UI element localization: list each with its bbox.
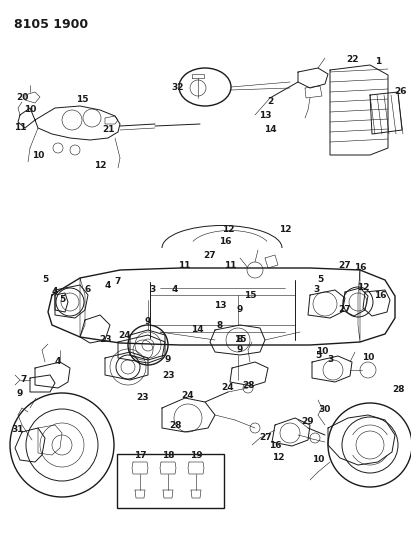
Text: 9: 9: [145, 318, 151, 327]
Text: 1: 1: [375, 58, 381, 67]
Text: 10: 10: [362, 353, 374, 362]
Text: 7: 7: [21, 376, 27, 384]
Text: 27: 27: [339, 305, 351, 314]
Text: 26: 26: [394, 87, 406, 96]
Text: 16: 16: [219, 238, 231, 246]
Text: 2: 2: [267, 98, 273, 107]
Text: 11: 11: [224, 261, 236, 270]
Text: 31: 31: [12, 425, 24, 434]
Text: 13: 13: [214, 301, 226, 310]
Text: 5: 5: [317, 276, 323, 285]
Text: 23: 23: [136, 393, 148, 402]
Text: 24: 24: [182, 391, 194, 400]
Text: 23: 23: [162, 370, 174, 379]
Text: 9: 9: [237, 305, 243, 314]
Text: 15: 15: [234, 335, 246, 344]
Text: 17: 17: [134, 451, 146, 461]
Text: 15: 15: [244, 290, 256, 300]
Text: 4: 4: [105, 280, 111, 289]
Text: 28: 28: [169, 421, 181, 430]
Text: 9: 9: [165, 356, 171, 365]
Text: 12: 12: [272, 454, 284, 463]
Text: 28: 28: [242, 381, 254, 390]
Text: 4: 4: [52, 287, 58, 296]
Text: 27: 27: [260, 433, 272, 442]
Text: 21: 21: [102, 125, 114, 134]
Text: 12: 12: [357, 284, 369, 293]
Text: 11: 11: [178, 261, 190, 270]
Text: 8: 8: [237, 335, 243, 344]
FancyBboxPatch shape: [117, 454, 224, 508]
Text: 3: 3: [149, 286, 155, 295]
Text: 12: 12: [279, 225, 291, 235]
Text: 8: 8: [217, 320, 223, 329]
Text: 3: 3: [327, 356, 333, 365]
Text: 16: 16: [269, 441, 281, 450]
Text: 16: 16: [374, 290, 386, 300]
Text: 28: 28: [392, 385, 404, 394]
Text: 4: 4: [55, 358, 61, 367]
Text: 9: 9: [17, 389, 23, 398]
Text: 6: 6: [85, 286, 91, 295]
Text: 12: 12: [222, 225, 234, 235]
Text: 15: 15: [76, 95, 88, 104]
Text: 24: 24: [119, 330, 131, 340]
Text: 13: 13: [259, 110, 271, 119]
Text: 32: 32: [172, 83, 184, 92]
Text: 18: 18: [162, 451, 174, 461]
Text: 19: 19: [190, 451, 202, 461]
Text: 5: 5: [42, 276, 48, 285]
Text: 10: 10: [316, 348, 328, 357]
Text: 27: 27: [204, 252, 216, 261]
Text: 4: 4: [172, 286, 178, 295]
Text: 10: 10: [312, 456, 324, 464]
Text: 11: 11: [14, 124, 26, 133]
Text: 10: 10: [24, 106, 36, 115]
Text: 5: 5: [315, 351, 321, 359]
Text: 30: 30: [319, 406, 331, 415]
Text: 22: 22: [346, 55, 358, 64]
Text: 14: 14: [264, 125, 276, 134]
Text: 9: 9: [237, 345, 243, 354]
Text: 12: 12: [94, 160, 106, 169]
Text: 23: 23: [99, 335, 111, 344]
Text: 16: 16: [354, 263, 366, 272]
Text: 3: 3: [313, 286, 319, 295]
Text: 5: 5: [59, 295, 65, 304]
Text: 8105 1900: 8105 1900: [14, 18, 88, 31]
Text: 20: 20: [16, 93, 28, 101]
Text: 29: 29: [302, 417, 314, 426]
Text: 27: 27: [339, 261, 351, 270]
Text: 14: 14: [191, 326, 203, 335]
Text: 10: 10: [32, 150, 44, 159]
Text: 7: 7: [115, 278, 121, 287]
Text: 24: 24: [222, 384, 234, 392]
